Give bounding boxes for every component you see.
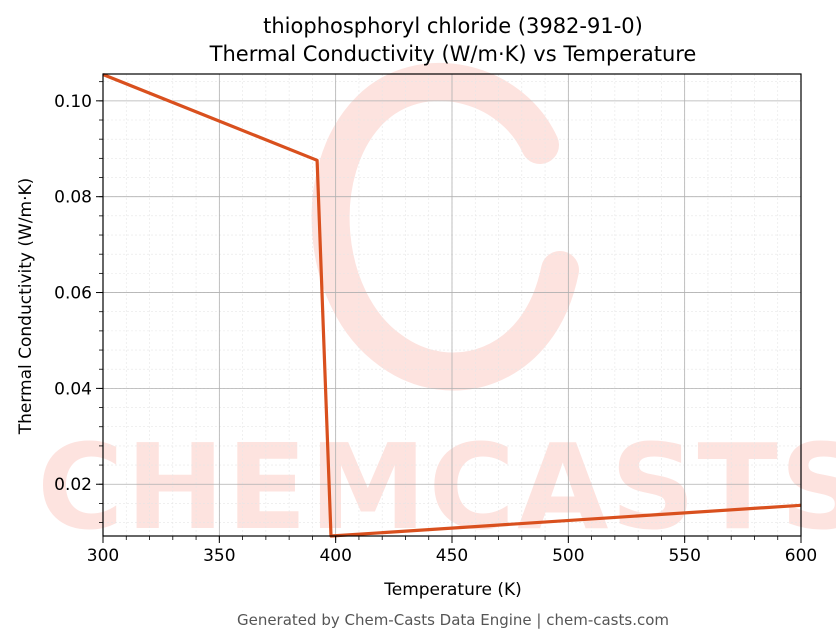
y-tick-label: 0.06 <box>54 284 92 304</box>
watermark: CHEMCASTS <box>37 62 836 556</box>
x-axis-label: Temperature (K) <box>383 580 522 600</box>
x-tick-label: 400 <box>319 546 351 566</box>
x-tick-label: 500 <box>552 546 584 566</box>
footer-credit: Generated by Chem-Casts Data Engine | ch… <box>237 611 669 629</box>
y-tick-label: 0.10 <box>54 92 92 112</box>
x-tick-label: 350 <box>203 546 235 566</box>
x-tick-label: 450 <box>436 546 468 566</box>
watermark-swoosh-icon <box>311 62 579 391</box>
y-tick-label: 0.02 <box>54 475 92 495</box>
y-axis-label: Thermal Conductivity (W/m·K) <box>16 178 36 436</box>
watermark-text: CHEMCASTS <box>37 418 836 556</box>
y-axis-ticks: 0.02 0.04 0.06 0.08 0.10 <box>54 81 103 523</box>
x-axis-ticks: 300 350 400 450 500 550 600 <box>87 536 817 566</box>
series-line <box>102 73 802 538</box>
chart-title-line2: Thermal Conductivity (W/m·K) vs Temperat… <box>209 42 697 66</box>
x-tick-label: 300 <box>87 546 119 566</box>
chart-title-line1: thiophosphoryl chloride (3982-91-0) <box>263 14 643 38</box>
y-tick-label: 0.04 <box>54 379 92 399</box>
x-tick-label: 550 <box>668 546 700 566</box>
series-layer <box>102 73 802 538</box>
y-tick-label: 0.08 <box>54 188 92 208</box>
x-tick-label: 600 <box>785 546 817 566</box>
